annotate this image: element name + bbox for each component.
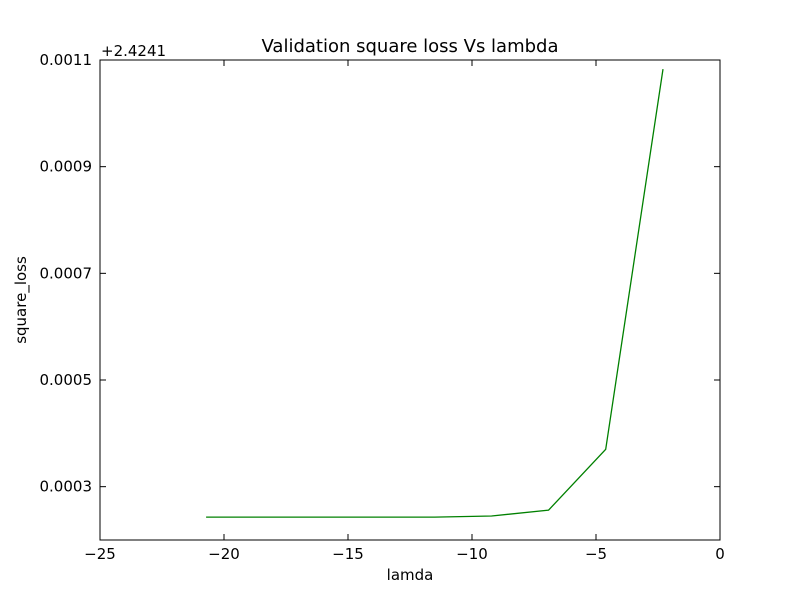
y-tick-label: 0.0009 <box>40 158 93 176</box>
x-tick-label: −25 <box>84 545 116 563</box>
ticks-layer: −25 −20 −15 −10 −5 0 0.0003 0.0005 0.0007 0.0009 0… <box>40 51 725 563</box>
plot-frame <box>99 59 721 541</box>
x-tick-label: −5 <box>585 545 607 563</box>
x-tick-label: 0 <box>715 545 725 563</box>
series-line <box>206 69 664 518</box>
x-tick-label: −10 <box>456 545 488 563</box>
x-tick-label: −15 <box>332 545 364 563</box>
chart-title: Validation square loss Vs lambda <box>262 36 559 57</box>
y-tick-label: 0.0005 <box>40 371 93 389</box>
x-tick-label: −20 <box>208 545 240 563</box>
y-tick-label: 0.0011 <box>40 51 93 69</box>
y-tick-label: 0.0007 <box>40 264 93 282</box>
offset-label: +2.4241 <box>101 42 166 60</box>
y-axis-label: square_loss <box>12 256 31 344</box>
x-axis-label: lamda <box>387 566 434 584</box>
y-tick-label: 0.0003 <box>40 478 93 496</box>
